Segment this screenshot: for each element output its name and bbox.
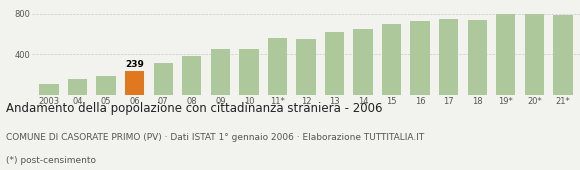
Bar [68, 79, 87, 95]
Bar [125, 71, 144, 95]
Bar [182, 56, 201, 95]
Bar [467, 20, 487, 95]
Bar [382, 24, 401, 95]
Bar [296, 39, 316, 95]
Bar [211, 49, 230, 95]
Bar [96, 76, 116, 95]
Bar [39, 84, 59, 95]
Text: Andamento della popolazione con cittadinanza straniera - 2006: Andamento della popolazione con cittadin… [6, 102, 382, 115]
Bar [439, 19, 458, 95]
Bar [239, 49, 259, 95]
Bar [553, 15, 572, 95]
Bar [268, 38, 287, 95]
Text: COMUNE DI CASORATE PRIMO (PV) · Dati ISTAT 1° gennaio 2006 · Elaborazione TUTTIT: COMUNE DI CASORATE PRIMO (PV) · Dati IST… [6, 133, 424, 142]
Bar [154, 63, 173, 95]
Bar [353, 29, 373, 95]
Text: (*) post-censimento: (*) post-censimento [6, 156, 96, 165]
Text: 239: 239 [125, 60, 144, 69]
Bar [325, 32, 344, 95]
Bar [496, 14, 516, 95]
Bar [411, 21, 430, 95]
Bar [525, 14, 544, 95]
